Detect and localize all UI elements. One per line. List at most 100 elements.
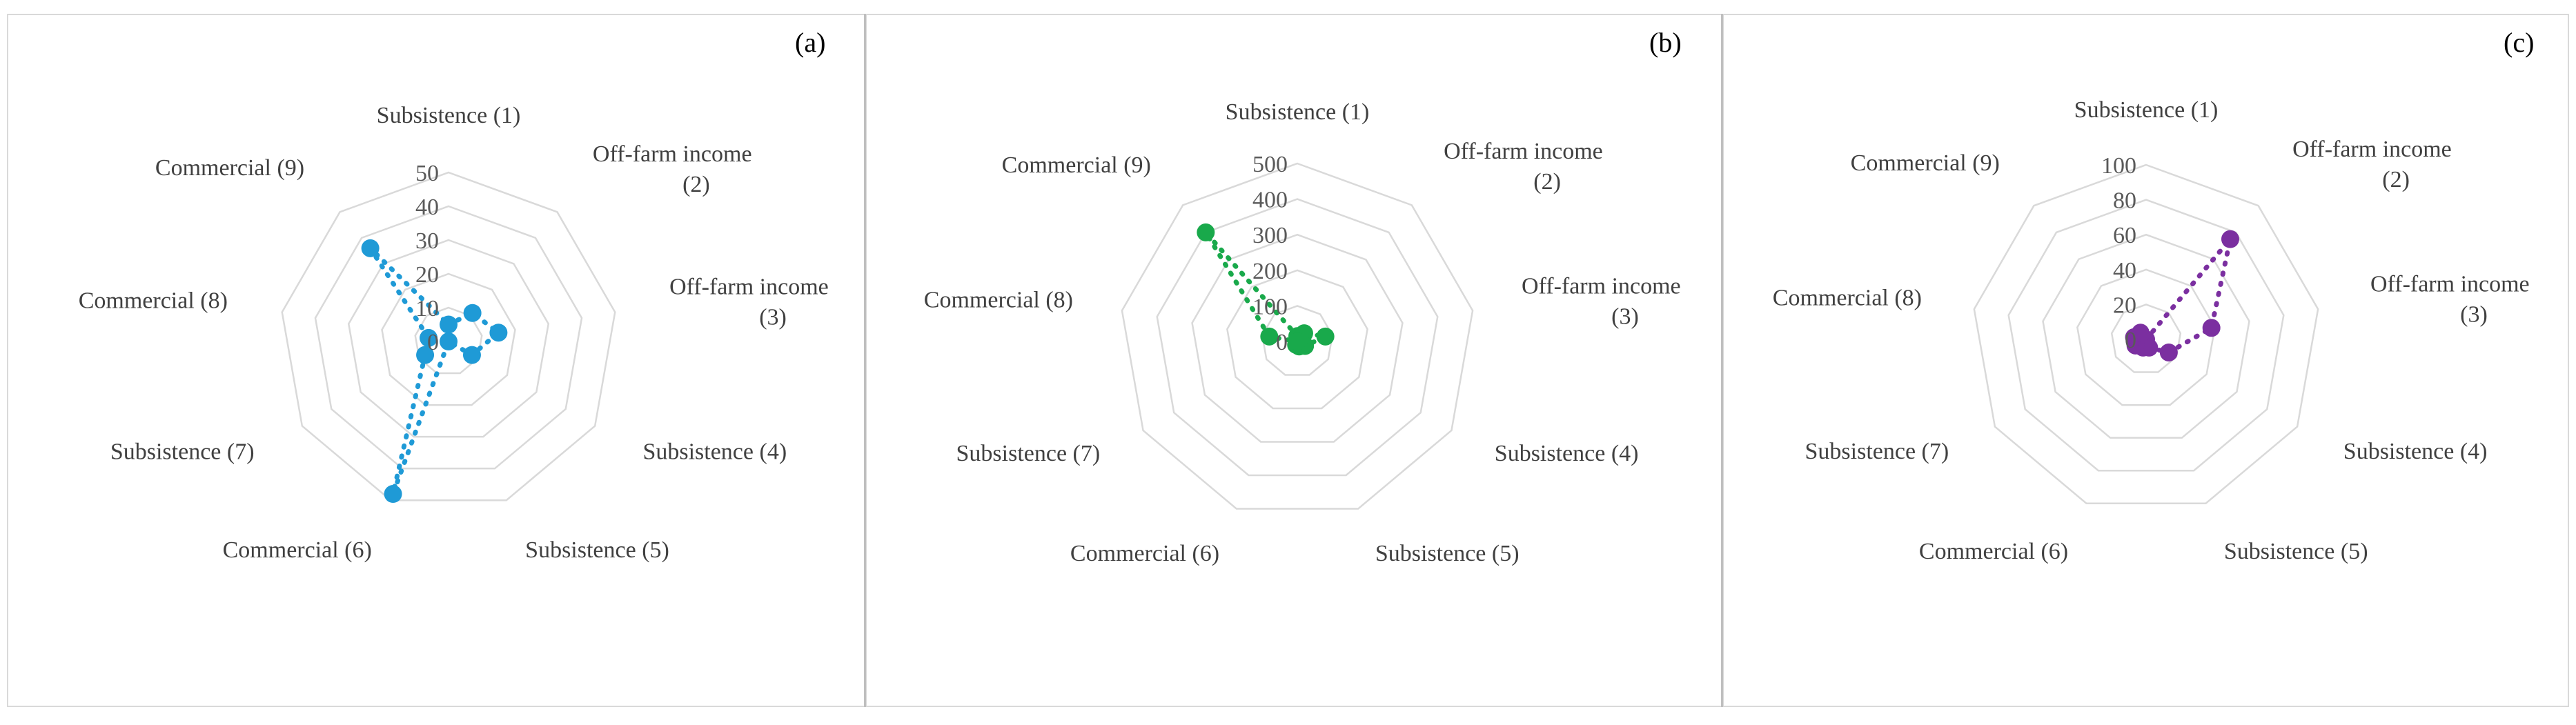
tick-label: 100 [1252,294,1288,319]
grid-ring [1973,163,2319,504]
panel-label: (a) [795,27,825,58]
category-label: Subsistence (7) [956,441,1101,466]
data-point [420,328,438,347]
radar-category-labels: Subsistence (1) Off-farm income (2) Off-far… [1773,97,2530,564]
category-label: Subsistence (7) [1805,439,1949,464]
tick-label: 20 [415,262,439,288]
tick-label: 300 [1252,223,1288,248]
tick-label: 50 [415,161,439,186]
radar-grid [1121,162,1474,510]
data-point [440,332,458,350]
radar-ticks: 0 10 20 30 40 50 [415,161,439,355]
category-label: Subsistence (4) [2343,439,2488,464]
grid-ring [1226,269,1368,410]
data-point [361,239,380,257]
panel-divider-2 [1721,14,1723,707]
data-point [1197,223,1215,241]
tick-label: 200 [1252,259,1288,284]
category-label: Off-farm income (3) [669,275,829,330]
category-label: Commercial (6) [223,537,372,563]
data-point [463,304,482,322]
category-label: Subsistence (4) [642,439,787,464]
data-point [462,346,481,364]
tick-label: 10 [415,296,439,321]
radar-grid [1973,163,2319,504]
grid-ring [1191,233,1404,443]
data-point [384,485,402,504]
tick-label: 40 [415,195,439,220]
category-label: Off-farm income (3) [2370,272,2530,328]
data-point [489,324,508,342]
data-point [1260,327,1279,346]
grid-ring [381,272,516,406]
panel-label: (c) [2504,27,2534,58]
data-point [2159,343,2178,361]
tick-label: 0 [427,330,439,355]
radar-ticks: 0 100 200 300 400 500 [1252,152,1288,355]
category-label: Off-farm income (2) [1444,139,1603,195]
category-label: Subsistence (7) [110,439,255,464]
radar-series [361,239,508,504]
grid-ring [1121,162,1474,510]
series-line [2131,237,2233,355]
category-label: Off-farm income (3) [1522,274,1681,330]
panel-label: (b) [1649,27,1682,58]
tick-label: 30 [415,228,439,254]
grid-ring [1156,198,1439,477]
tick-label: 20 [2113,292,2136,318]
grid-ring [347,239,550,438]
category-label: Commercial (6) [1919,539,2068,564]
series-line [1203,230,1334,349]
category-label: Subsistence (5) [2224,539,2368,564]
category-label: Commercial (8) [1773,285,1922,310]
category-label: Subsistence (1) [377,103,521,128]
tick-label: 40 [2113,258,2136,284]
grid-ring [1261,305,1334,376]
category-label: Commercial (9) [1002,152,1151,178]
radar-series [1197,223,1335,356]
tick-label: 60 [2113,223,2136,248]
tick-label: 500 [1252,152,1288,177]
data-point [1288,332,1306,350]
category-label: Commercial (9) [155,155,304,181]
grid-ring [2007,199,2285,472]
category-label: Subsistence (5) [1375,541,1520,566]
category-label: Subsistence (4) [1495,441,1639,466]
tick-label: 0 [2125,328,2136,353]
grid-ring [314,205,583,470]
data-point [416,346,435,364]
panel-a [7,14,865,707]
tick-label: 100 [2101,153,2136,179]
category-label: Off-farm income (2) [2292,137,2452,192]
data-point [2202,319,2221,337]
grid-ring [2042,233,2250,439]
series-line [368,246,502,495]
category-label: Commercial (8) [924,287,1073,312]
category-label: Commercial (9) [1851,150,2000,176]
radar-series [2125,230,2239,361]
radar-category-labels: Subsistence (1) Off-farm income (2) Off-far… [924,99,1681,566]
radar-ticks: 0 20 40 60 80 100 [2101,153,2136,353]
category-label: Commercial (8) [79,288,228,313]
tick-label: 400 [1252,188,1288,213]
category-label: Subsistence (1) [2074,97,2219,123]
panel-divider-1 [864,14,866,707]
grid-ring [2110,304,2182,373]
category-label: Subsistence (5) [525,537,669,563]
radar-category-labels: Subsistence (1) Off-farm income (2) Off-far… [79,103,829,563]
data-point [1316,327,1335,346]
category-label: Subsistence (1) [1226,99,1370,125]
panel-c [1722,14,2569,707]
category-label: Off-farm income (2) [593,141,752,197]
grid-ring [2076,268,2216,406]
data-point [440,315,458,334]
category-label: Commercial (6) [1070,541,1219,566]
tick-label: 0 [1276,330,1288,355]
grid-ring [281,171,616,501]
data-point [2131,324,2150,342]
tick-label: 80 [2113,188,2136,214]
